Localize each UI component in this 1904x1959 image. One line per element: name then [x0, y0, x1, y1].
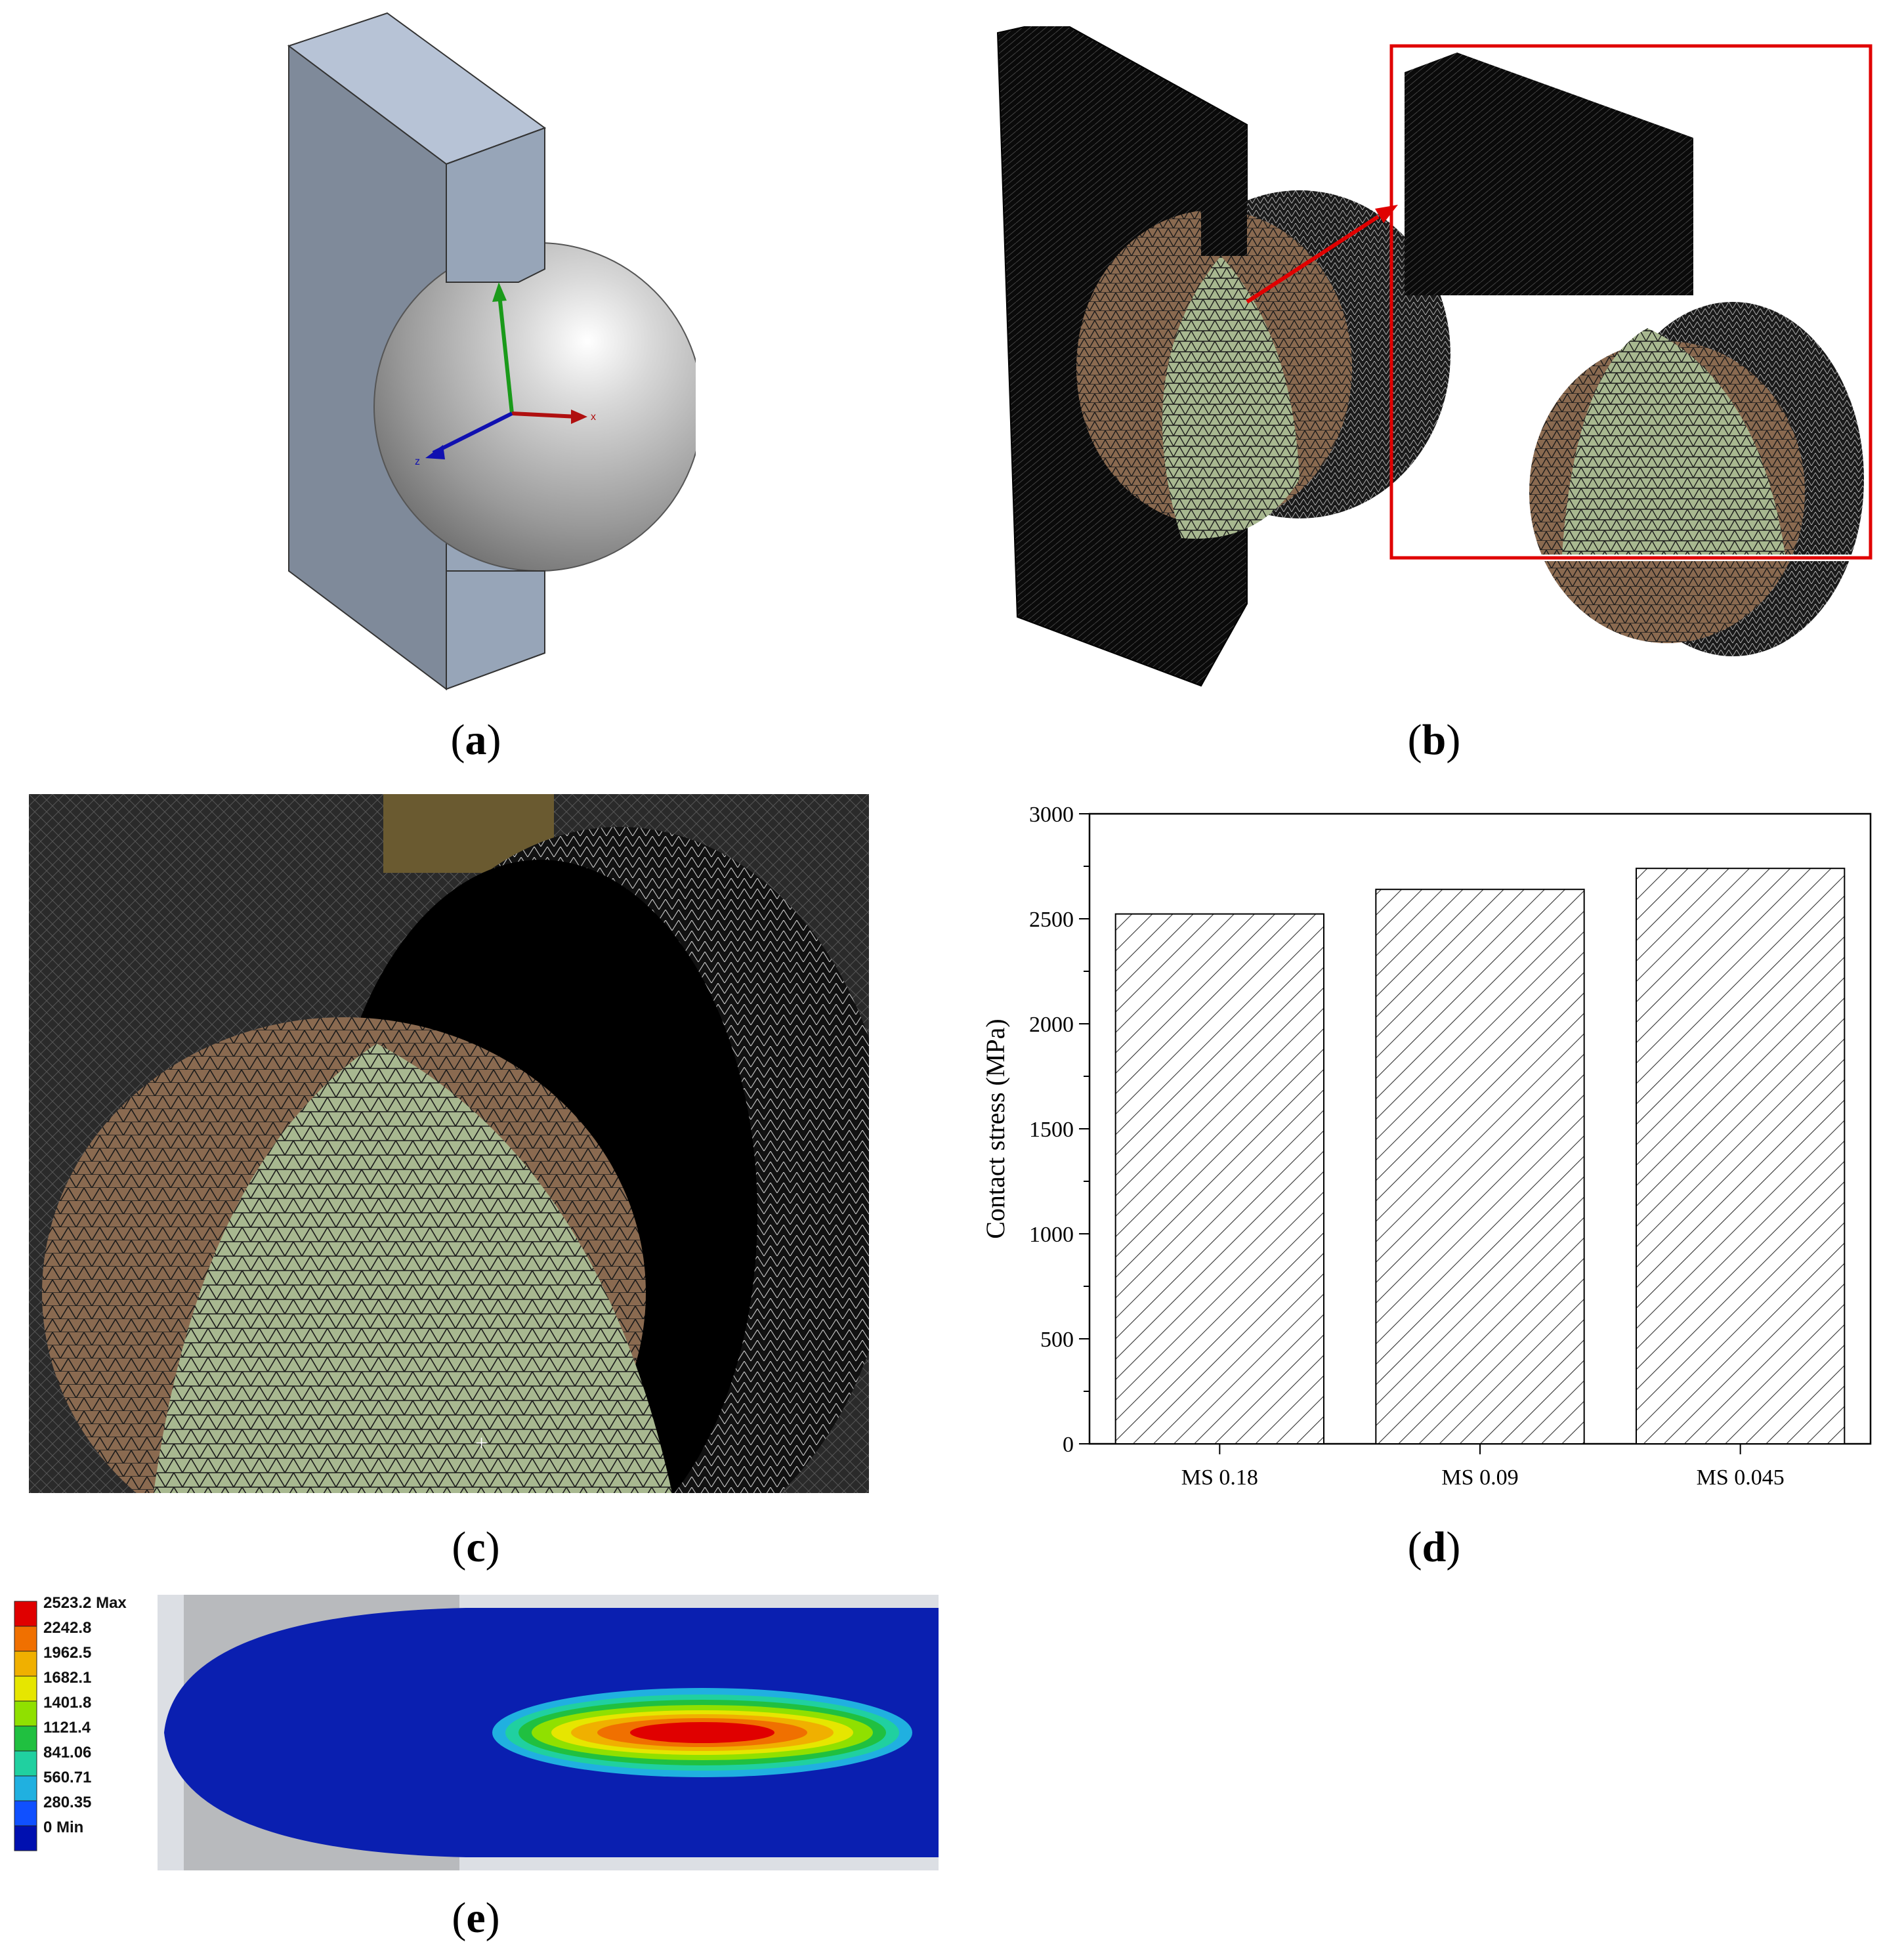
legend-swatch	[14, 1750, 37, 1777]
y-ticks-group: 0 500 1000 1500 2000 2500 3000	[1029, 803, 1090, 1457]
bars-group	[1114, 868, 1846, 1444]
y-axis-label: Contact stress (MPa)	[981, 1019, 1010, 1239]
x-tick-label: MS 0.045	[1697, 1465, 1785, 1490]
closeup-sphere-green	[154, 1043, 672, 1493]
y-tick-label: 2000	[1029, 1013, 1074, 1037]
plate-side-lower	[446, 570, 545, 690]
legend-swatch	[14, 1626, 37, 1652]
legend-label: 2242.8	[43, 1619, 91, 1637]
cad-model-illustration: x z	[287, 12, 696, 690]
x-axis-arrowhead	[571, 410, 587, 424]
legend-label: 560.71	[43, 1769, 91, 1786]
panel-a-cad-model: x z	[276, 7, 696, 696]
legend-swatch	[14, 1825, 37, 1851]
legend-label: 1121.4	[43, 1719, 91, 1737]
legend-label: 280.35	[43, 1794, 91, 1811]
bar-ms-0-18	[1114, 913, 1325, 1444]
y-tick-label: 500	[1040, 1328, 1074, 1352]
x-tick-label: MS 0.09	[1441, 1465, 1518, 1490]
caption-a: (a)	[450, 716, 501, 764]
legend-label: 1682.1	[43, 1669, 91, 1687]
sphere	[373, 242, 696, 572]
zoom-arrow	[1246, 215, 1380, 304]
legend-swatch	[14, 1800, 37, 1826]
zoom-sphere-green	[1562, 328, 1785, 555]
bar-ms-0-045	[1636, 868, 1846, 1444]
x-axis-arrow	[511, 411, 578, 419]
x-axis-label: x	[591, 411, 596, 423]
bar-ms-0-09	[1375, 889, 1585, 1444]
closeup-center-marker: +	[475, 1431, 488, 1456]
caption-d: (d)	[1407, 1523, 1461, 1571]
stress-contour-plot: 2523.2 Max 2242.8 1962.5 1682.1 1401.8 1121.4…	[14, 1594, 939, 1870]
legend-swatch	[14, 1601, 37, 1627]
legend-swatch	[14, 1651, 37, 1677]
plate-side-upper	[446, 127, 545, 283]
caption-b: (b)	[1407, 716, 1461, 764]
legend-swatch	[14, 1725, 37, 1752]
mesh-sphere-green	[1162, 256, 1300, 539]
x-tick-label: MS 0.18	[1181, 1465, 1258, 1490]
legend-label: 2523.2 Max	[43, 1594, 127, 1612]
legend-label: 0 Min	[43, 1819, 83, 1836]
y-tick-label: 3000	[1029, 803, 1074, 827]
z-axis-label: z	[415, 456, 420, 467]
y-tick-label: 2500	[1029, 908, 1074, 932]
legend-swatch	[14, 1700, 37, 1727]
y-axis-arrowhead	[492, 282, 507, 302]
z-axis-arrow	[432, 411, 513, 455]
y-tick-label: 1500	[1029, 1118, 1074, 1142]
panel-d-bar-chart: 0 500 1000 1500 2000 2500 3000 MS 0.18 MS 0.09 M…	[958, 781, 1897, 1523]
caption-e: (e)	[452, 1894, 500, 1942]
contour-level-max	[630, 1722, 774, 1743]
zoom-mesh-plate	[1405, 53, 1693, 295]
mesh-model-illustration	[996, 26, 1872, 687]
y-axis-arrow	[497, 288, 514, 414]
mesh-closeup-illustration: +	[29, 794, 869, 1493]
caption-c: (c)	[452, 1523, 500, 1571]
legend-label: 1401.8	[43, 1694, 91, 1712]
panel-b-mesh-model	[984, 26, 1890, 702]
zoom-highlight-box-border	[1389, 44, 1872, 560]
y-tick-label: 1000	[1029, 1223, 1074, 1247]
panel-c-mesh-closeup: +	[29, 794, 869, 1493]
z-axis-arrowhead	[425, 445, 445, 459]
y-tick-label: 0	[1063, 1433, 1074, 1457]
legend-swatch	[14, 1675, 37, 1702]
legend-swatch	[14, 1775, 37, 1801]
contour-legend: 2523.2 Max 2242.8 1962.5 1682.1 1401.8 1121.4…	[14, 1594, 127, 1851]
panel-e-stress-contour: 2523.2 Max 2242.8 1962.5 1682.1 1401.8 1121.4…	[7, 1588, 939, 1877]
x-ticks-group: MS 0.18 MS 0.09 MS 0.045	[1181, 1444, 1785, 1490]
legend-label: 841.06	[43, 1744, 91, 1761]
mesh-plate-neck	[1201, 125, 1247, 256]
legend-label: 1962.5	[43, 1644, 91, 1662]
